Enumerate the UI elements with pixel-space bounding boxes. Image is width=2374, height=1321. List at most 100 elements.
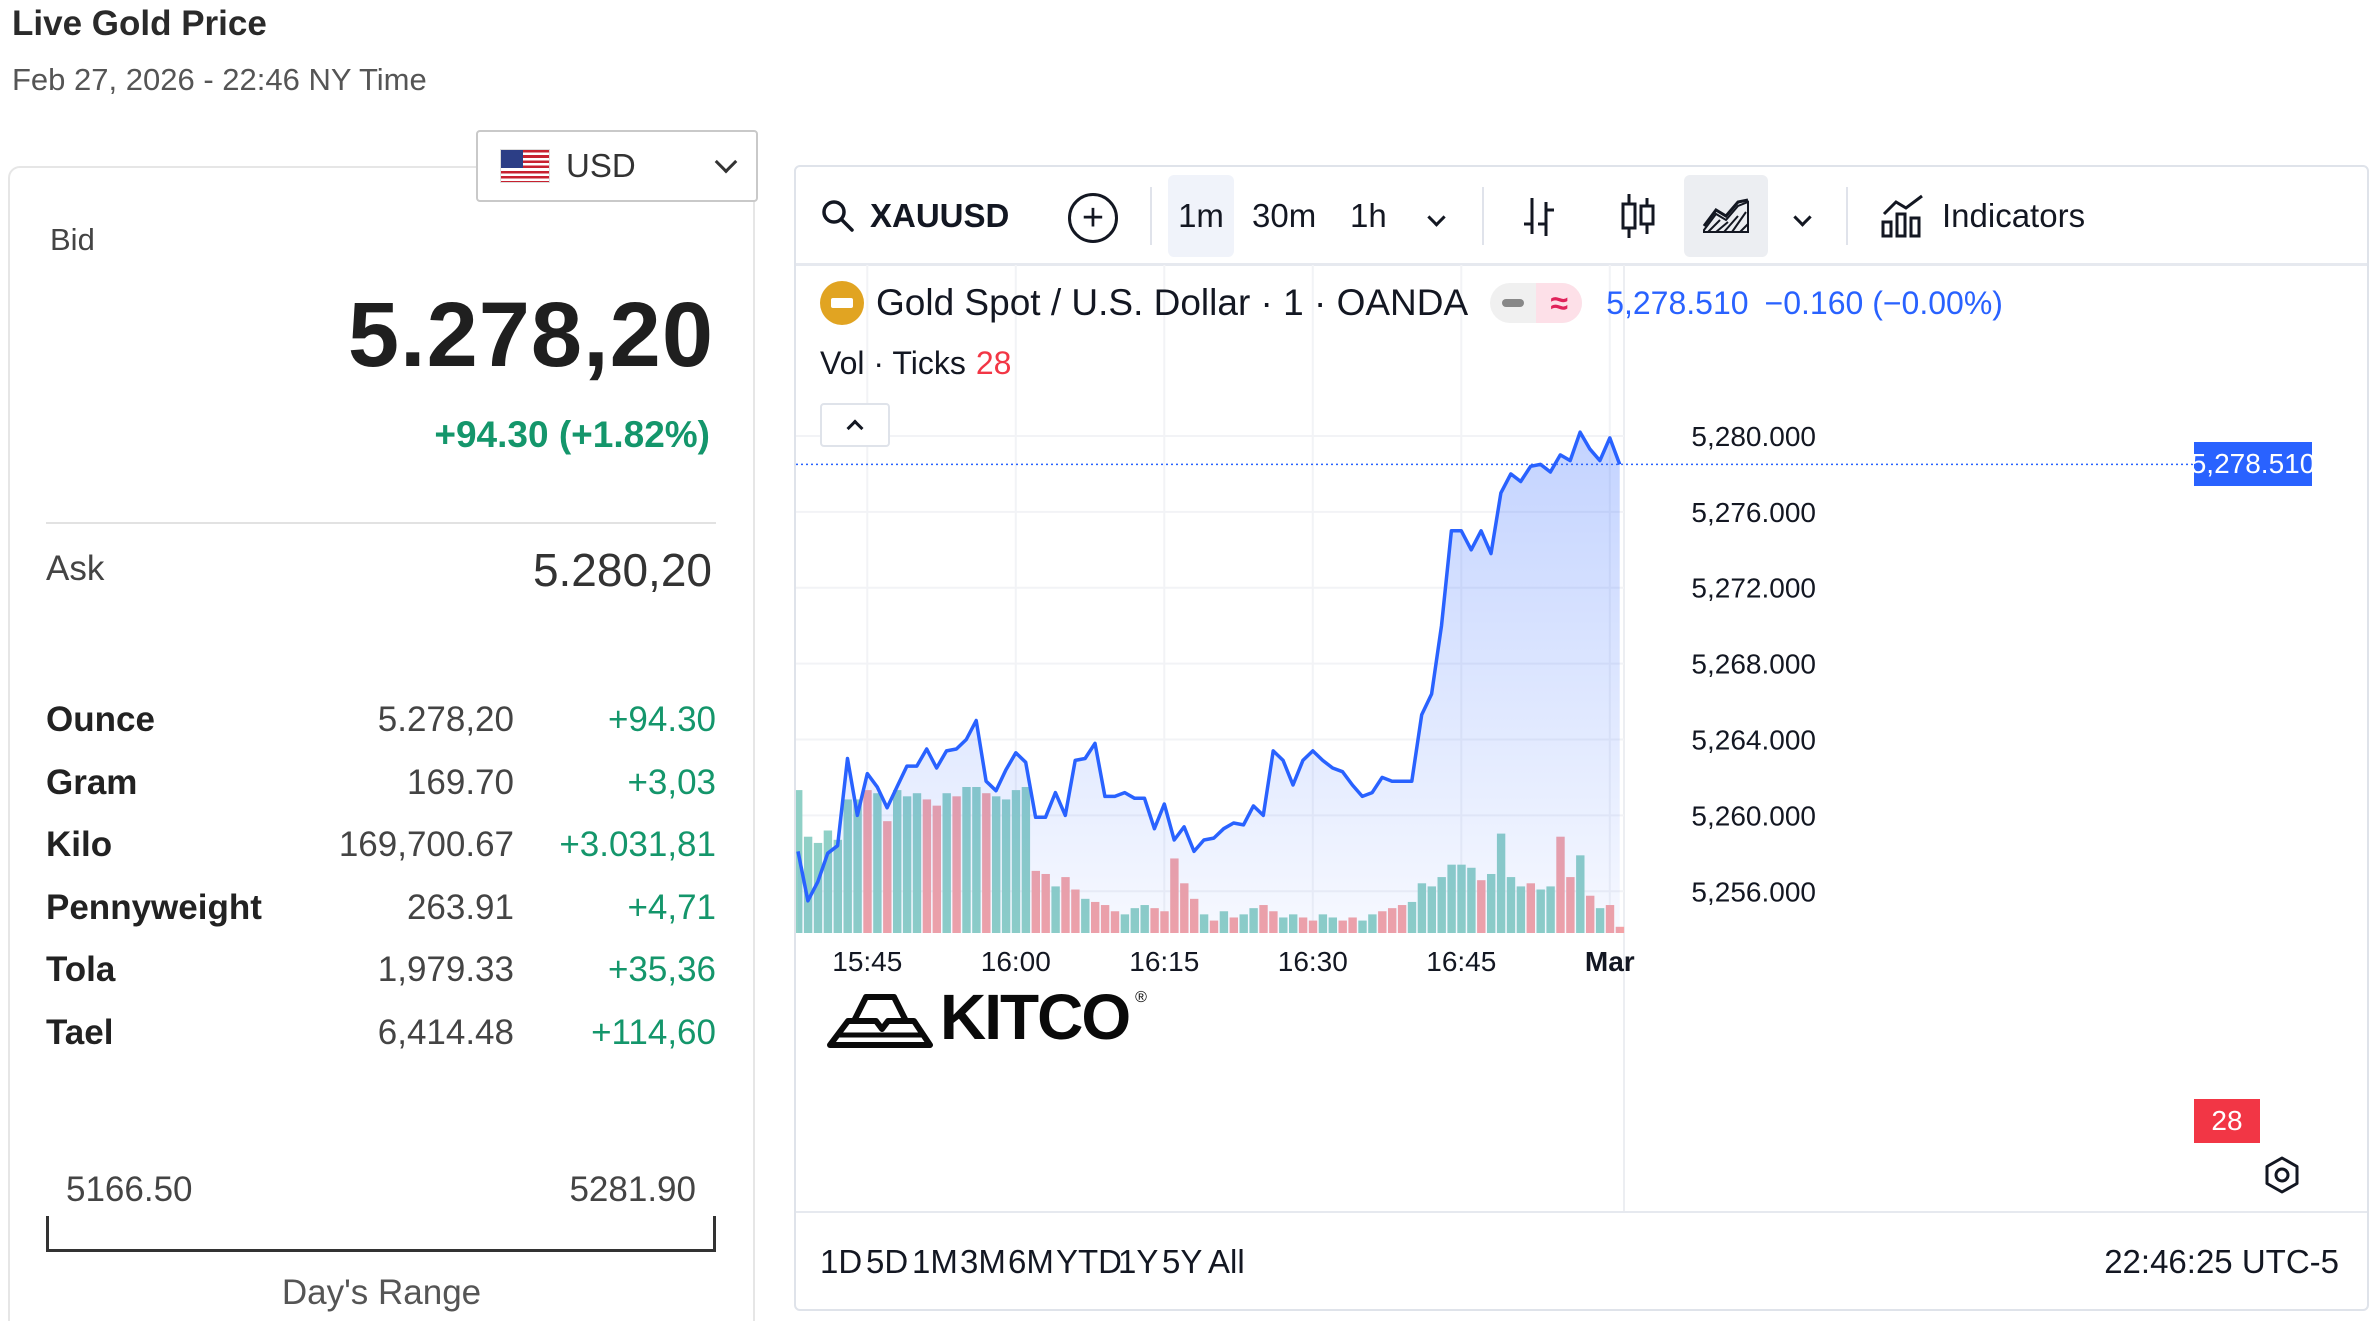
range-button-5y[interactable]: 5Y — [1162, 1243, 1203, 1280]
chart-clock: 22:46:25 UTC-5 — [2104, 1243, 2339, 1280]
range-button-1d[interactable]: 1D — [820, 1243, 863, 1280]
time-range-bar: 22:46:25 UTC-5 1D 5D 1M 3M 6M YTD 1Y 5Y All — [796, 1211, 2367, 1309]
kitco-wordmark: KITCO — [940, 981, 1131, 1053]
range-button-all[interactable]: All — [1208, 1243, 1245, 1280]
range-button-3m[interactable]: 3M — [960, 1243, 1006, 1280]
last-price-tag: 5,278.510 — [2191, 442, 2315, 487]
x-tick-label: 15:45 — [832, 946, 902, 977]
weight-change: +35,36 — [607, 950, 716, 989]
weight-change: +114,60 — [591, 1012, 716, 1052]
x-tick-label: 16:30 — [1278, 946, 1348, 977]
legend-change: −0.160 (−0.00%) — [1764, 284, 2003, 321]
us-flag-icon — [500, 149, 550, 183]
bars-chart-button[interactable] — [1510, 187, 1570, 245]
ask-label: Ask — [46, 549, 105, 588]
symbol-label: XAUUSD — [870, 197, 1010, 234]
y-tick-label: 5,268.000 — [1691, 649, 1816, 680]
bid-label: Bid — [50, 222, 95, 257]
area-chart-button[interactable] — [1684, 175, 1768, 257]
toolbar-separator — [1150, 187, 1152, 245]
volume-tag: 28 — [2194, 1099, 2260, 1143]
weight-price: 169,700.67 — [338, 825, 514, 864]
price-line — [796, 430, 1622, 903]
market-status-pill[interactable]: ≈ — [1490, 283, 1583, 323]
toolbar-separator — [1482, 187, 1484, 245]
x-tick-label: 16:00 — [981, 946, 1051, 977]
weight-price: 169.70 — [406, 762, 514, 802]
weight-row: Tael 6,414.48 +114,60 — [46, 1013, 716, 1076]
weight-change: +3.031,81 — [559, 825, 716, 864]
y-tick-label: 5,272.000 — [1691, 573, 1816, 604]
y-tick-label: 5,256.000 — [1691, 876, 1816, 907]
indicators-label: Indicators — [1942, 197, 2086, 234]
weight-change: +3,03 — [627, 762, 716, 802]
y-tick-label: 5,260.000 — [1691, 800, 1816, 831]
y-tick-label: 5,276.000 — [1691, 497, 1816, 528]
collapse-legend-button[interactable] — [820, 403, 890, 447]
weight-price: 6,414.48 — [377, 1012, 514, 1052]
weight-row: Tola 1,979.33 +35,36 — [46, 950, 716, 1013]
weight-name: Tola — [46, 950, 116, 989]
volume-bar — [1615, 926, 1625, 933]
settings-icon[interactable] — [2262, 1155, 2302, 1195]
card-divider — [46, 522, 716, 524]
search-icon — [822, 200, 854, 232]
weight-name: Ounce — [46, 700, 155, 739]
range-button-ytd[interactable]: YTD — [1056, 1243, 1122, 1280]
x-tick-label: 16:45 — [1426, 946, 1496, 977]
price-chart[interactable]: 5,280.000 5,276.000 5,272.000 5,268.000 5,26… — [796, 167, 2369, 1211]
day-range-bar — [46, 1216, 716, 1252]
weight-price: 263.91 — [406, 887, 514, 927]
volume-legend-value: 28 — [975, 345, 1012, 381]
range-button-6m[interactable]: 6M — [1008, 1243, 1054, 1280]
interval-1h-button[interactable]: 1h — [1350, 197, 1387, 234]
weight-table: Ounce 5.278,20 +94.30 Gram 169.70 +3,03 Kilo 16… — [46, 700, 716, 1075]
candles-chart-icon — [1621, 194, 1655, 238]
toolbar-separator — [1846, 187, 1848, 245]
interval-30m-button[interactable]: 30m — [1252, 197, 1317, 234]
y-tick-label: 5,264.000 — [1691, 725, 1816, 756]
day-range-high: 5281.90 — [569, 1170, 696, 1209]
bid-change: +94.30 (+1.82%) — [434, 414, 710, 455]
price-area-fill — [798, 432, 1620, 933]
chart-widget[interactable]: XAUUSD + 1m 30m 1h Indicators 5,280.000 5… — [794, 165, 2369, 1311]
legend-price: 5,278.510 — [1606, 284, 1749, 321]
weight-name: Kilo — [46, 825, 113, 864]
weight-row: Kilo 169,700.67 +3.031,81 — [46, 825, 716, 888]
page-title: Live Gold Price — [12, 4, 267, 43]
kitco-bars-logo-icon — [827, 994, 933, 1048]
compare-add-icon[interactable]: + — [1068, 193, 1118, 243]
symbol-search-button[interactable]: XAUUSD — [820, 191, 1009, 241]
range-button-1y[interactable]: 1Y — [1118, 1243, 1159, 1280]
weight-name: Gram — [46, 762, 138, 802]
approx-icon: ≈ — [1536, 283, 1583, 323]
weight-row: Pennyweight 263.91 +4,71 — [46, 888, 716, 951]
day-range-low: 5166.50 — [66, 1170, 193, 1209]
x-tick-label: 16:15 — [1129, 946, 1199, 977]
range-button-1m[interactable]: 1M — [912, 1243, 958, 1280]
weight-change: +94.30 — [607, 700, 716, 739]
currency-select[interactable]: USD — [476, 130, 758, 202]
bid-price: 5.278,20 — [347, 284, 714, 386]
registered-mark: ® — [1135, 989, 1147, 1006]
currency-label: USD — [566, 147, 636, 184]
range-button-5d[interactable]: 5D — [866, 1243, 909, 1280]
candles-chart-button[interactable] — [1608, 187, 1668, 245]
indicators-button[interactable]: Indicators — [1880, 187, 2085, 245]
volume-bar — [803, 836, 813, 933]
weight-change: +4,71 — [627, 887, 716, 927]
weight-price: 1,979.33 — [377, 950, 514, 989]
volume-legend-label: Vol · Ticks — [820, 345, 966, 381]
kitco-watermark: KITCO ® — [826, 985, 1147, 1049]
chevron-up-icon — [846, 419, 864, 437]
price-card — [8, 166, 755, 1321]
legend-title: Gold Spot / U.S. Dollar · 1 · OANDA — [876, 282, 1469, 323]
volume-legend: Vol · Ticks 28 — [820, 345, 1011, 382]
indicators-icon — [1881, 194, 1923, 238]
ask-price: 5.280,20 — [532, 544, 712, 596]
weight-row: Ounce 5.278,20 +94.30 — [46, 700, 716, 763]
interval-1m-button[interactable]: 1m — [1168, 175, 1234, 257]
weight-price: 5.278,20 — [377, 700, 514, 739]
chevron-down-icon — [714, 150, 738, 174]
bars-chart-icon — [1524, 198, 1554, 236]
